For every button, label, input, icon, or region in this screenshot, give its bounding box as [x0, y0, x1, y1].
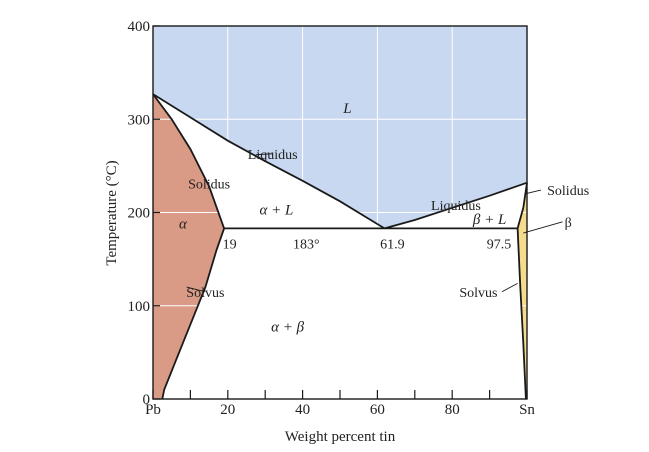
annotation-label: Liquidus [248, 148, 298, 163]
liquid-region [153, 26, 527, 229]
annotation-label: 19 [223, 237, 237, 252]
phase-label: α + L [259, 203, 293, 219]
phase-boundaries [152, 93, 528, 400]
annotation-label: Solidus [188, 178, 230, 193]
liquidus-left-line [152, 93, 385, 230]
annotation-label: 97.5 [487, 237, 512, 252]
annotation-label: 61.9 [380, 237, 405, 252]
solvus-beta-line [516, 228, 527, 400]
y-axis-title: Temperature (°C) [104, 160, 120, 265]
x-tick-label: 80 [445, 402, 460, 418]
x-tick-label: Pb [145, 402, 161, 418]
phase-label: α [179, 217, 188, 233]
annotation-leader [255, 153, 273, 156]
solvus-alpha-line [161, 228, 225, 400]
alpha-region [153, 94, 225, 399]
annotation-leader [523, 221, 563, 234]
x-tick-label: 20 [220, 402, 235, 418]
y-tick-label: 0 [143, 392, 151, 408]
annotation-leader [525, 189, 542, 195]
y-tick-label: 300 [128, 112, 151, 128]
beta-region [517, 182, 527, 399]
x-axis-title: Weight percent tin [285, 429, 396, 445]
x-tick-label: Sn [519, 402, 535, 418]
x-tick-label: 60 [370, 402, 385, 418]
annotation-label: 183° [293, 237, 320, 252]
y-tick-label: 200 [128, 206, 151, 222]
x-tick-label: 40 [295, 402, 310, 418]
annotation-leader [501, 282, 518, 293]
phase-label: L [342, 101, 351, 117]
y-tick-label: 100 [128, 299, 151, 315]
axes: Pb 20 40 60 80 Sn 0 100 200 300 400 [128, 19, 536, 418]
y-tick-label: 400 [128, 19, 151, 35]
phase-label: α + β [271, 319, 304, 335]
phase-regions [153, 26, 527, 399]
annotation-label: β [565, 216, 572, 231]
solidus-alpha-line [152, 93, 225, 229]
annotation-label: Solvus [459, 286, 497, 301]
annotation-leader [186, 286, 206, 293]
annotation-label: Liquidus [431, 199, 481, 214]
phase-label: β + L [472, 212, 506, 228]
annotation-label: Solidus [547, 184, 589, 199]
solidus-beta-line [516, 182, 528, 229]
chart-labels: Lα + L α β + L α + β Liquidus Solidus Liquidus… [179, 101, 589, 335]
liquidus-right-line [384, 181, 528, 230]
grid-lines [153, 26, 527, 399]
